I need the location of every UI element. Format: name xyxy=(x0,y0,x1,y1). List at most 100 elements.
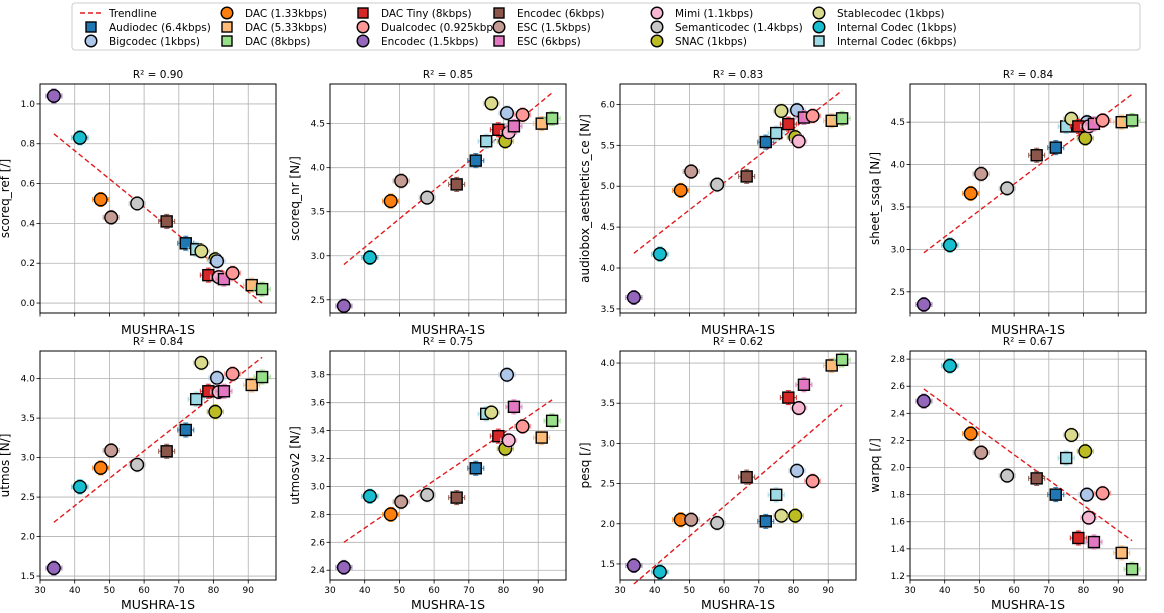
legend-marker-dactiny xyxy=(357,7,369,19)
point-bigcodec xyxy=(500,367,515,382)
legend-label-encodec6: Encodec (6kbps) xyxy=(517,8,604,20)
legend-label-dac533: DAC (5.33kbps) xyxy=(245,22,327,34)
point-encodec15 xyxy=(916,297,931,312)
point-encodec15 xyxy=(916,394,931,409)
point-semanticodec xyxy=(1000,468,1015,483)
point-dactiny xyxy=(782,117,795,131)
y-tick-label: 1.5 xyxy=(21,572,35,582)
point-esc15 xyxy=(104,210,119,225)
x-tick-label: 60 xyxy=(138,586,150,596)
point-encodec6 xyxy=(160,445,173,458)
legend-marker-dac8 xyxy=(221,35,233,47)
point-dualcodec xyxy=(1095,113,1110,128)
legend-marker-int6 xyxy=(813,35,825,47)
y-tick-label: 3.4 xyxy=(311,427,326,437)
x-tick-label: 30 xyxy=(614,586,626,596)
legend-marker-mimi xyxy=(650,6,664,20)
x-axis-label: MUSHRA-1S xyxy=(701,597,775,612)
y-tick-label: 4.5 xyxy=(601,223,615,233)
y-tick-label: 3.0 xyxy=(21,454,36,464)
y-tick-label: 2.0 xyxy=(891,464,906,474)
point-stablecodec xyxy=(194,355,209,370)
panel-title: R² = 0.84 xyxy=(133,336,184,348)
point-encodec15 xyxy=(46,561,61,576)
point-int1 xyxy=(72,479,87,494)
legend-label-esc6: ESC (6kbps) xyxy=(517,36,581,48)
point-dac133 xyxy=(963,186,978,201)
point-esc15 xyxy=(684,512,699,527)
y-tick-label: 3.0 xyxy=(891,245,906,255)
point-encodec15 xyxy=(336,298,351,313)
point-semanticodec xyxy=(1000,181,1015,196)
y-tick-label: 3.5 xyxy=(311,208,325,218)
panel-7: 30 40 50 60 70 80 90 1.5 2.0 2.5 3.0 3.5 4.0 R² = 0.6… xyxy=(578,336,857,612)
point-dac533 xyxy=(245,378,258,392)
point-stablecodec xyxy=(484,405,499,420)
y-tick-label: 3.5 xyxy=(891,203,905,213)
panel-5: 30 40 50 60 70 80 90 1.5 2.0 2.5 3.0 3.5 4.0 R² = 0.8… xyxy=(0,336,277,612)
legend-marker-dac133 xyxy=(220,6,234,20)
point-esc15 xyxy=(394,494,409,509)
y-tick-label: 1.0 xyxy=(21,100,36,110)
panel-title: R² = 0.85 xyxy=(423,69,473,81)
x-tick-label: 90 xyxy=(823,586,835,596)
axes-frame xyxy=(329,350,567,581)
x-tick-label: 70 xyxy=(753,586,765,596)
x-axis-label: MUSHRA-1S xyxy=(991,597,1065,612)
x-tick-label: 70 xyxy=(173,586,185,596)
point-encodec6 xyxy=(160,215,173,228)
x-axis-label: MUSHRA-1S xyxy=(121,597,195,612)
point-dac8 xyxy=(835,353,849,367)
legend-label-semanticodec: Semanticodec (1.4kbps) xyxy=(675,22,803,34)
y-tick-label: 2.5 xyxy=(601,480,615,490)
legend-marker-encodec6 xyxy=(493,7,505,19)
axes-frame xyxy=(909,83,1147,314)
y-tick-label: 5.5 xyxy=(601,141,615,151)
y-axis-label: sheet_ssqa [N/] xyxy=(868,152,882,245)
legend-marker-esc15 xyxy=(492,20,506,34)
point-dac8 xyxy=(1125,562,1139,576)
point-bigcodec xyxy=(1079,487,1094,502)
point-int6 xyxy=(189,392,203,406)
legend-label-esc15: ESC (1.5kbps) xyxy=(517,22,591,34)
y-tick-label: 5.0 xyxy=(601,182,616,192)
y-tick-label: 2.8 xyxy=(891,355,906,365)
y-tick-label: 4.0 xyxy=(601,264,616,274)
point-audiodec xyxy=(759,135,772,149)
y-tick-label: 1.6 xyxy=(891,518,906,528)
point-int6 xyxy=(479,135,493,148)
y-tick-label: 0.4 xyxy=(21,219,36,229)
y-tick-label: 3.6 xyxy=(311,399,326,409)
panel-3: 3.5 4.0 4.5 5.0 5.5 6.0 R² = 0.83 MUSHRA-1S audi… xyxy=(578,69,857,337)
point-encodec15 xyxy=(336,560,351,575)
legend-label-int6: Internal Codec (6kbps) xyxy=(837,36,957,48)
point-dactiny xyxy=(1072,531,1085,545)
x-tick-label: 50 xyxy=(974,586,986,596)
point-semanticodec xyxy=(130,457,145,472)
y-tick-label: 0.8 xyxy=(21,140,36,150)
x-tick-label: 40 xyxy=(939,586,951,596)
point-dualcodec xyxy=(515,419,530,434)
point-esc6 xyxy=(217,385,231,398)
panel-title: R² = 0.84 xyxy=(1003,69,1054,81)
y-tick-label: 4.5 xyxy=(311,120,325,130)
point-dac533 xyxy=(825,359,838,372)
point-dac533 xyxy=(535,117,548,130)
point-int1 xyxy=(942,358,957,373)
point-esc6 xyxy=(1087,535,1101,549)
y-tick-label: 0.0 xyxy=(21,299,36,309)
point-stablecodec xyxy=(774,103,789,118)
x-tick-label: 60 xyxy=(1008,586,1020,596)
point-mimi xyxy=(501,433,516,448)
point-dualcodec xyxy=(1095,486,1110,501)
x-tick-label: 50 xyxy=(104,586,116,596)
y-axis-label: scoreq_nr [N/] xyxy=(288,156,302,241)
point-dac133 xyxy=(963,426,978,441)
panel-1: 0.0 0.2 0.4 0.6 0.8 1.0 R² = 0.90 MUSHRA-1S scor… xyxy=(0,69,277,337)
x-tick-label: 50 xyxy=(394,586,406,596)
point-bigcodec xyxy=(790,463,805,478)
legend-frame xyxy=(71,2,1141,51)
axes-frame xyxy=(39,83,277,314)
point-snac xyxy=(208,404,223,419)
point-dac133 xyxy=(673,183,688,198)
